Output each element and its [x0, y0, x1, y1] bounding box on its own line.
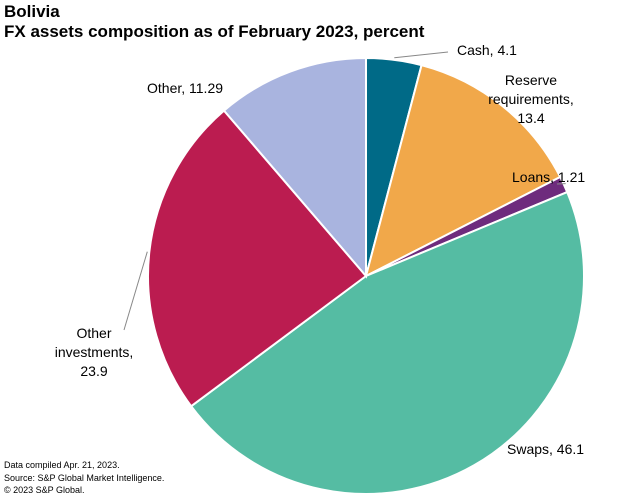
slice-label-swaps: Swaps, 46.1 — [507, 441, 584, 457]
chart-title: Bolivia — [4, 2, 60, 21]
slice-label-reserve-requirements: Reserve requirements, 13.4 — [488, 72, 574, 126]
chart-footer: Data compiled Apr. 21, 2023. Source: S&P… — [4, 459, 164, 497]
slice-label-cash: Cash, 4.1 — [457, 42, 517, 58]
pie-slice-other-investments — [147, 109, 368, 408]
slice-label-other: Other, 11.29 — [147, 80, 223, 96]
slice-labels: Cash, 4.1 Reserve requirements, 13.4 Loans, … — [55, 42, 586, 457]
pie-slice-other — [222, 56, 367, 279]
pie-slice-swaps — [189, 190, 585, 495]
footer-compiled: Data compiled Apr. 21, 2023. — [4, 460, 120, 470]
footer-copyright: © 2023 S&P Global. — [4, 485, 85, 495]
pie-slice-reserve-requirements — [364, 63, 562, 278]
leader-line-cash — [394, 51, 449, 59]
leader-line-other-investments — [123, 251, 148, 331]
slice-label-loans: Loans, 1.21 — [512, 169, 585, 185]
leader-lines — [123, 51, 566, 331]
slice-label-other-investments: Other investments, 23.9 — [55, 325, 134, 379]
chart-subtitle: FX assets composition as of February 202… — [4, 22, 425, 41]
pie-slices — [147, 56, 585, 495]
footer-source: Source: S&P Global Market Intelligence. — [4, 472, 165, 483]
chart-title-block: Bolivia FX assets composition as of Febr… — [4, 2, 424, 42]
